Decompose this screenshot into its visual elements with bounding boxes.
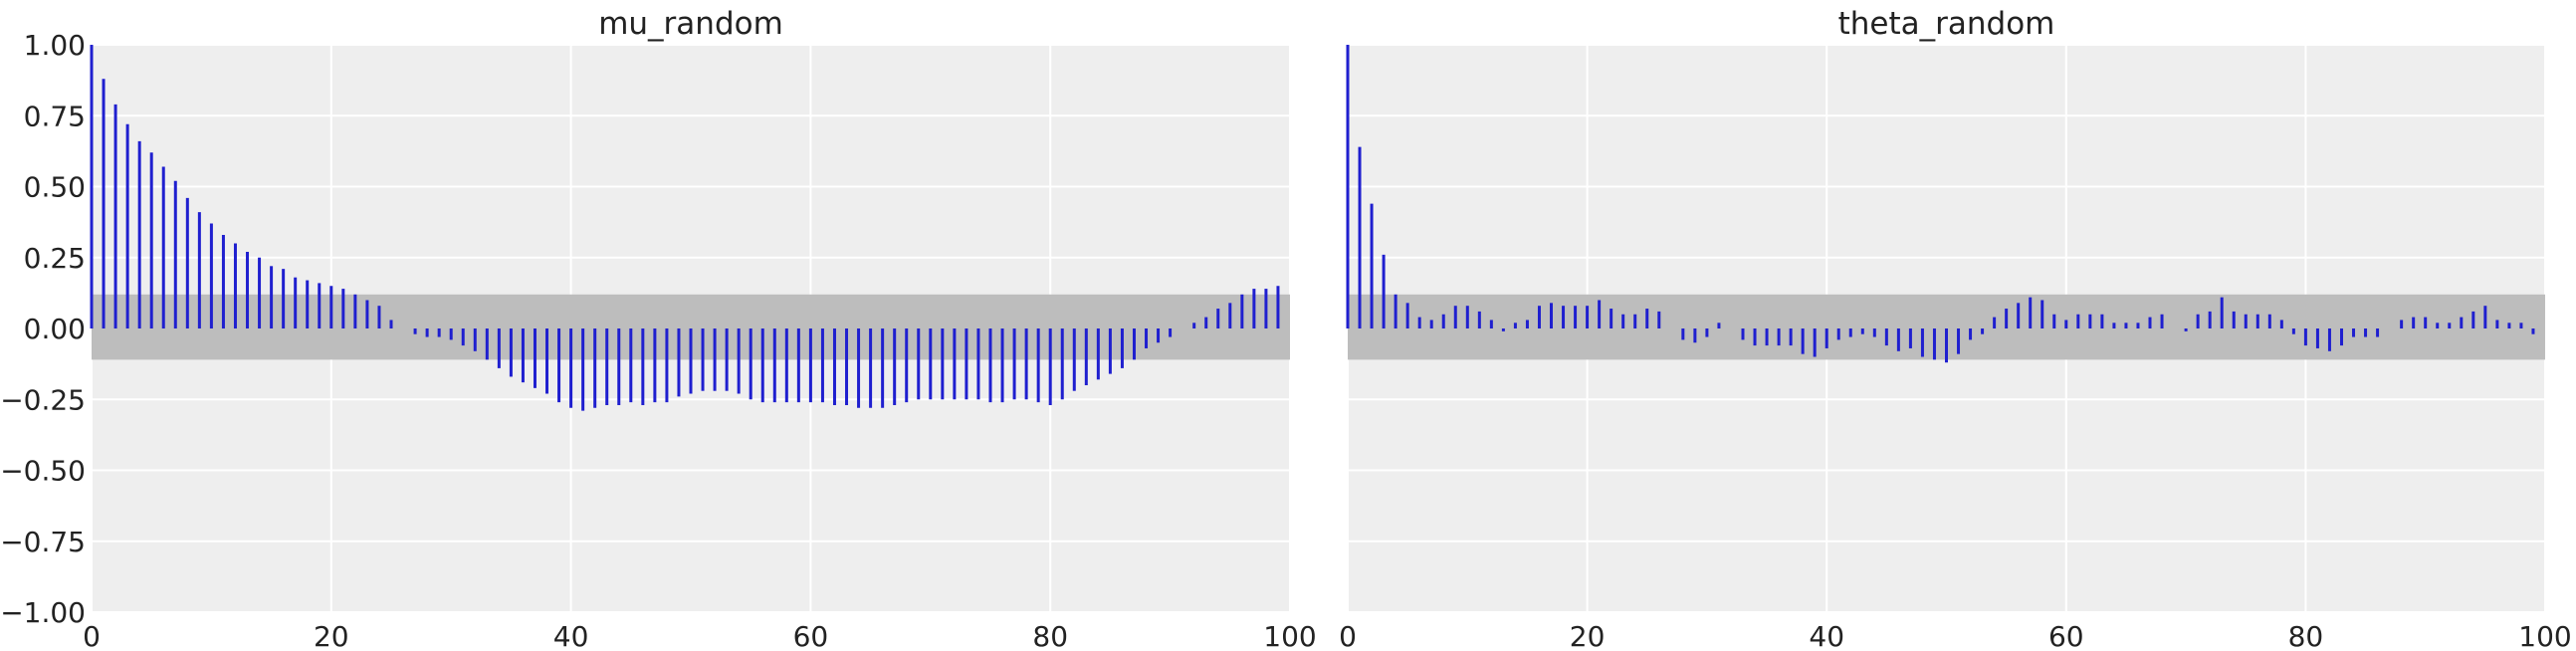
mu-random-panel: 0 20 40 60 80 100 1.00 0.75 0.50 0.25 0.00 −0.25 −0.… bbox=[0, 6, 1317, 651]
x-tick-label: 100 bbox=[1263, 620, 1316, 651]
y-tick-label: 0.75 bbox=[24, 100, 86, 132]
x-tick-label: 40 bbox=[1809, 620, 1844, 651]
theta-random-panel: 0 20 40 60 80 100 theta_random bbox=[1339, 6, 2572, 651]
panel-title: mu_random bbox=[598, 6, 783, 42]
y-tick-label: −1.00 bbox=[0, 596, 86, 629]
y-tick-label: 0.00 bbox=[24, 313, 86, 345]
y-tick-label: 1.00 bbox=[24, 29, 86, 62]
y-tick-label: 0.50 bbox=[24, 171, 86, 204]
x-tick-label: 20 bbox=[1570, 620, 1606, 651]
x-tick-label: 40 bbox=[553, 620, 589, 651]
x-tick-label: 0 bbox=[1339, 620, 1357, 651]
x-tick-label: 20 bbox=[314, 620, 349, 651]
x-tick-label: 100 bbox=[2518, 620, 2571, 651]
y-tick-label: −0.50 bbox=[0, 455, 86, 488]
x-tick-label: 80 bbox=[1032, 620, 1068, 651]
x-tick-label: 60 bbox=[2048, 620, 2084, 651]
x-tick-label: 60 bbox=[793, 620, 829, 651]
y-tick-label: −0.75 bbox=[0, 526, 86, 558]
y-tick-label: 0.25 bbox=[24, 242, 86, 275]
x-tick-label: 80 bbox=[2288, 620, 2324, 651]
panel-title: theta_random bbox=[1838, 6, 2055, 42]
y-tick-label: −0.25 bbox=[0, 383, 86, 416]
x-tick-label: 0 bbox=[83, 620, 101, 651]
